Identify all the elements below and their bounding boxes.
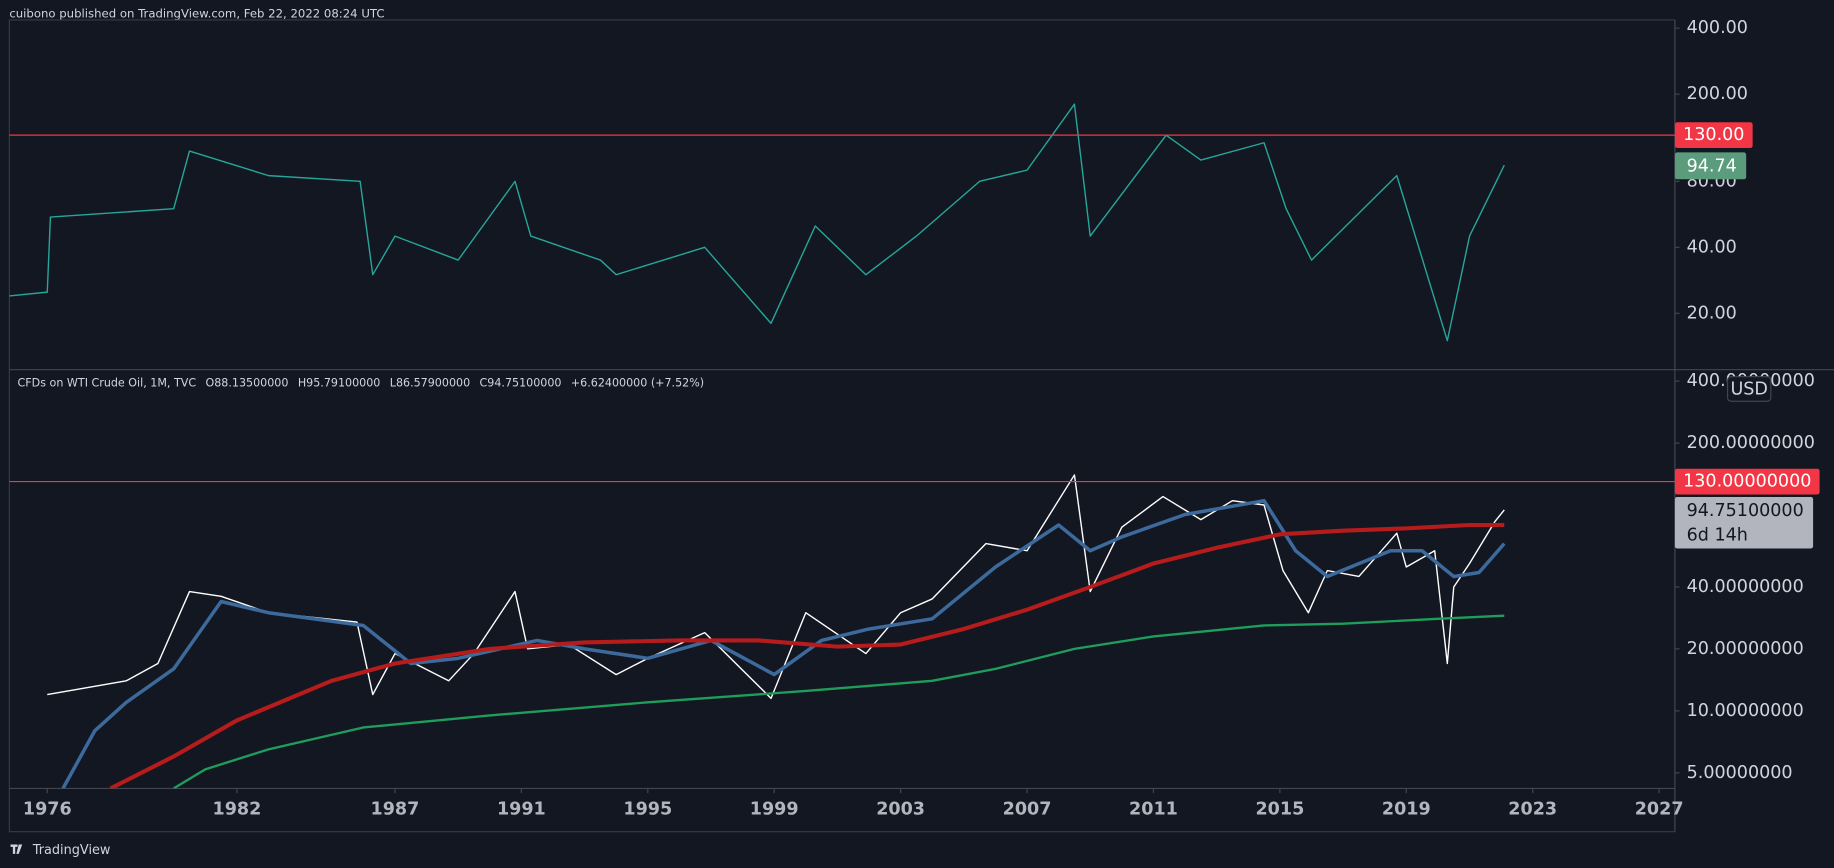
x-tick-label: 1987 [371, 799, 420, 819]
last-price-label: 94.74 [1687, 156, 1737, 176]
pane-plot [47, 474, 1506, 789]
legend-high: H95.79100000 [298, 377, 381, 390]
x-tick-label: 1995 [623, 799, 672, 819]
x-tick-label: 2019 [1382, 799, 1431, 819]
x-tick-label: 2015 [1255, 799, 1304, 819]
price-line [47, 474, 1505, 700]
x-tick-label: 1999 [750, 799, 799, 819]
x-tick-label: 1976 [23, 799, 72, 819]
price-line [173, 614, 1505, 789]
price-line [61, 498, 1506, 789]
legend-low: L86.57900000 [390, 377, 470, 390]
x-tick-label: 2011 [1129, 799, 1178, 819]
price-line [109, 522, 1505, 789]
y-tick-label: 400.00 [1687, 18, 1748, 38]
x-tick-label: 2007 [1003, 799, 1052, 819]
x-tick-label: 2027 [1635, 799, 1684, 819]
x-tick-label: 1991 [497, 799, 546, 819]
pane-plot [9, 103, 1505, 342]
brand: TradingView [32, 843, 111, 858]
last-price-badge [1674, 152, 1747, 180]
currency-label: USD [1730, 380, 1767, 400]
y-tick-label: 20.00 [1687, 303, 1737, 323]
x-tick-label: 2003 [876, 799, 925, 819]
price-line [9, 103, 1505, 342]
legend-symbol: CFDs on WTI Crude Oil, 1M, TVC [18, 377, 197, 390]
y-tick-label: 10.00000000 [1687, 701, 1804, 721]
legend-open: O88.13500000 [205, 377, 288, 390]
chart-layer: 400.00200.0080.0040.0020.00130.0094.7440… [9, 18, 1820, 819]
y-tick-label: 200.00000000 [1687, 433, 1815, 453]
level-badge [1674, 468, 1820, 495]
level-label: 130.00000000 [1683, 472, 1811, 492]
logo [10, 844, 23, 854]
last-price-label: 94.75100000 [1687, 501, 1804, 521]
last-price-badge [1674, 497, 1814, 549]
x-tick-label: 1982 [213, 799, 262, 819]
legend-close: C94.75100000 [480, 377, 562, 390]
y-tick-label: 40.00 [1687, 237, 1737, 257]
y-tick-label: 200.00 [1687, 84, 1748, 104]
y-tick-label: 20.00000000 [1687, 639, 1804, 659]
y-tick-label: 5.00000000 [1687, 763, 1793, 783]
level-label: 130.00 [1683, 125, 1744, 145]
level-badge [1674, 122, 1753, 149]
legend-change: +6.62400000 (+7.52%) [571, 377, 704, 390]
countdown: 6d 14h [1687, 526, 1748, 546]
publish-info: cuibono published on TradingView.com, Fe… [9, 7, 384, 21]
x-tick-label: 2023 [1508, 799, 1557, 819]
currency-badge [1726, 376, 1772, 402]
y-tick-label: 40.00000000 [1687, 577, 1804, 597]
